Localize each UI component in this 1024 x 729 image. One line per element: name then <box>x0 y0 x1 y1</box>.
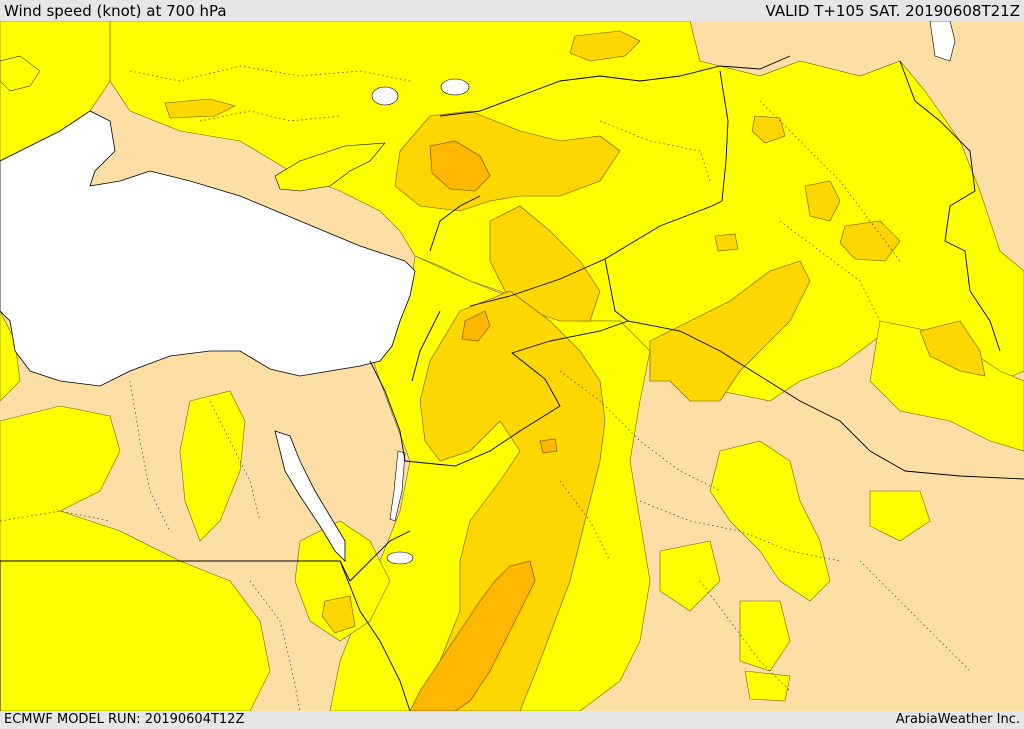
map-title: Wind speed (knot) at 700 hPa <box>4 2 227 20</box>
header-bar: Wind speed (knot) at 700 hPa VALID T+105… <box>0 0 1024 21</box>
band1-west-africa <box>0 405 271 711</box>
province-iraq-1 <box>759 100 901 262</box>
province-saudi-2 <box>639 500 841 562</box>
band3-jordan-spot <box>461 310 491 342</box>
border-sinai <box>369 360 406 462</box>
border-iraq-saudi <box>627 320 1024 480</box>
border-israel-jordan <box>411 310 441 382</box>
border-jordan-saudi <box>404 258 629 467</box>
band2-anatolia-south <box>164 98 236 119</box>
band1-east-blob-6 <box>869 490 931 542</box>
red-sea <box>274 430 346 562</box>
model-run-label: ECMWF MODEL RUN: 20190604T12Z <box>4 712 245 727</box>
cyprus-island <box>274 142 386 192</box>
lake-nasser <box>386 551 414 565</box>
band3-saudi-spot <box>539 438 558 454</box>
province-egypt-1 <box>129 380 171 532</box>
band1-egypt-blob <box>179 390 246 542</box>
gulf-of-aqaba <box>389 450 406 522</box>
band3-saudi-core <box>409 560 536 711</box>
band2-iran-edge <box>919 320 986 377</box>
province-saudi-5 <box>559 480 611 562</box>
border-lebanon <box>429 195 481 252</box>
footer-bar: ECMWF MODEL RUN: 20190604T12Z ArabiaWeat… <box>0 711 1024 729</box>
wind-speed-map <box>0 21 1024 711</box>
lake-tuz <box>371 86 399 106</box>
band3-lebanon-core <box>429 140 491 192</box>
border-egypt-sudan <box>0 530 411 582</box>
band2-jordan-saudi-corridor <box>419 290 606 711</box>
province-saudi-1 <box>559 370 721 492</box>
wind-band-2 <box>164 30 986 711</box>
band2-syria-spot <box>714 233 739 252</box>
band2-syria-inland <box>489 205 601 322</box>
caspian-edge <box>929 21 956 62</box>
band1-east-blob-1 <box>709 440 831 602</box>
border-iraq-iran <box>899 60 1001 352</box>
country-borders <box>0 55 1024 711</box>
province-egypt-3 <box>0 510 111 522</box>
province-borders <box>0 65 971 711</box>
band1-east-blob-3 <box>739 600 791 672</box>
band1-west-edge <box>0 310 21 402</box>
credit-label: ArabiaWeather Inc. <box>895 712 1020 727</box>
band1-egypt-south <box>294 520 391 642</box>
band1-east-blob-5 <box>744 670 791 702</box>
province-iraq-2 <box>779 220 881 322</box>
wind-band-3 <box>409 140 558 711</box>
band2-iraq-west <box>649 260 811 402</box>
border-syria-iraq <box>469 70 729 307</box>
province-saudi-4 <box>859 560 971 672</box>
lake-van <box>440 78 470 96</box>
aegean-islands <box>0 55 41 92</box>
map-canvas <box>0 21 1024 711</box>
band2-iraq-east-1 <box>804 180 841 222</box>
valid-time: VALID T+105 SAT. 20190608T21Z <box>765 2 1020 20</box>
band2-iraq-spot <box>751 115 786 144</box>
border-saudi-yemen <box>339 560 411 711</box>
band2-egypt-blob <box>321 595 356 634</box>
border-turkey-syria <box>439 55 791 117</box>
band2-iraq-east-2 <box>839 220 901 262</box>
mediterranean-sea <box>0 110 416 387</box>
band2-turkey-north <box>569 30 641 62</box>
band1-east-blob-4 <box>659 540 721 612</box>
province-turkey-2 <box>199 110 341 122</box>
